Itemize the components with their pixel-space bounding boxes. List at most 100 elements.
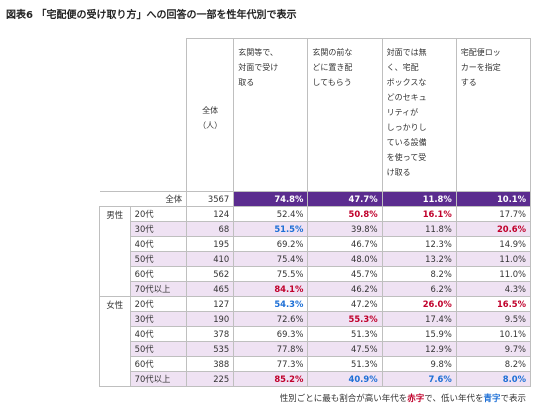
value-cell: 11.0% (455, 266, 532, 282)
value-cell: 51.5% (233, 221, 309, 237)
column-header-line: 宅配便ロッ (460, 48, 501, 57)
value-cell: 9.7% (455, 341, 532, 357)
column-header-line: け取る (386, 168, 411, 177)
respondent-count: 68 (186, 221, 235, 237)
table-row: 50代 535 77.8% 47.5% 12.9% 9.7% (100, 341, 532, 357)
age-label: 30代 (129, 311, 188, 327)
column-header-line: （人） (198, 121, 223, 130)
overall-value: 47.7% (307, 191, 383, 207)
column-header-line: ボックスな (386, 78, 427, 87)
age-label: 30代 (129, 221, 188, 237)
value-cell: 14.9% (455, 236, 532, 252)
footnote-text: 性別ごとに最も割合が高い年代を (279, 394, 408, 404)
value-cell: 6.2% (381, 281, 457, 297)
respondent-count: 410 (186, 251, 235, 267)
table-row: 30代 68 51.5% 39.8% 11.8% 20.6% (100, 221, 532, 237)
column-header-line: リティが (386, 108, 419, 117)
age-label: 70代以上 (129, 371, 188, 387)
value-cell: 4.3% (455, 281, 532, 297)
respondent-count: 535 (186, 341, 235, 357)
value-cell: 84.1% (233, 281, 309, 297)
value-cell: 51.3% (307, 326, 383, 342)
table-row: 50代 410 75.4% 48.0% 13.2% 11.0% (100, 251, 532, 267)
value-cell: 12.9% (381, 341, 457, 357)
footnote-text: で表示 (500, 394, 526, 404)
age-label: 60代 (129, 266, 188, 282)
column-header-line: 対面では無 (386, 48, 427, 57)
value-cell: 20.6% (455, 221, 532, 237)
value-cell: 17.4% (381, 311, 457, 327)
respondent-count: 195 (186, 236, 235, 252)
value-cell: 50.8% (307, 206, 383, 222)
value-cell: 46.2% (307, 281, 383, 297)
value-cell: 39.8% (307, 221, 383, 237)
age-label: 60代 (129, 356, 188, 372)
respondent-count: 378 (186, 326, 235, 342)
respondent-count: 124 (186, 206, 235, 222)
value-cell: 9.5% (455, 311, 532, 327)
age-label: 20代 (129, 296, 188, 312)
age-label: 50代 (129, 251, 188, 267)
value-cell: 8.2% (455, 356, 532, 372)
value-cell: 9.8% (381, 356, 457, 372)
group-label: 男性 (99, 206, 131, 297)
value-cell: 16.5% (455, 296, 532, 312)
age-label: 70代以上 (129, 281, 188, 297)
column-header-line: 玄関の前な (312, 48, 353, 57)
value-cell: 7.6% (381, 371, 457, 387)
value-cell: 12.3% (381, 236, 457, 252)
respondent-count: 465 (186, 281, 235, 297)
figure-title: 図表6 「宅配便の受け取り方」への回答の一部を性年代別で表示 (6, 10, 297, 21)
overall-value: 11.8% (381, 191, 457, 207)
footnote-blue-label: 青字 (483, 394, 501, 404)
value-cell: 11.0% (455, 251, 532, 267)
overall-value: 74.8% (233, 191, 309, 207)
table-row: 女性 20代 127 54.3% 47.2% 26.0% 16.5% (99, 296, 532, 387)
value-cell: 75.4% (233, 251, 309, 267)
overall-count: 3567 (186, 191, 235, 207)
value-cell: 8.2% (381, 266, 457, 282)
respondent-count: 127 (186, 296, 235, 312)
table-row: 60代 562 75.5% 45.7% 8.2% 11.0% (100, 266, 532, 282)
value-cell: 40.9% (307, 371, 383, 387)
respondent-count: 562 (186, 266, 235, 282)
value-cell: 17.7% (455, 206, 532, 222)
footnote-red-label: 赤字 (407, 394, 425, 404)
value-cell: 75.5% (233, 266, 309, 282)
respondent-count: 388 (186, 356, 235, 372)
column-header-line: どに置き配 (312, 63, 353, 72)
value-cell: 77.3% (233, 356, 309, 372)
column-header-line: する (460, 78, 477, 87)
table-row: 30代 190 72.6% 55.3% 17.4% 9.5% (100, 311, 532, 327)
column-header-line: ている設備 (386, 138, 427, 147)
footnote: 性別ごとに最も割合が高い年代を赤字で、低い年代を青字で表示 (280, 392, 526, 404)
column-header: 宅配便ロッ カーを指定 する (455, 38, 532, 192)
column-header: 対面では無 く、宅配 ボックスな どのセキュ リティが しっかりし ている設備 を使って受 け取… (381, 38, 457, 192)
age-label: 50代 (129, 341, 188, 357)
value-cell: 47.5% (307, 341, 383, 357)
column-header: 玄関の前な どに置き配 してもらう (307, 38, 383, 192)
value-cell: 11.8% (381, 221, 457, 237)
column-header: 全体 （人） (186, 38, 235, 192)
value-cell: 47.2% (307, 296, 383, 312)
column-header-line: どのセキュ (386, 93, 427, 102)
results-table: 全体 （人） 玄関等で、 対面で受け 取る 玄関の前な どに置き配 してもらう 対面では無… (99, 38, 532, 387)
header-spacer (99, 38, 188, 192)
value-cell: 55.3% (307, 311, 383, 327)
overall-row: 全体 3567 74.8% 47.7% 11.8% 10.1% (99, 191, 532, 207)
table-row: 70代以上 465 84.1% 46.2% 6.2% 4.3% (100, 281, 532, 297)
respondent-count: 190 (186, 311, 235, 327)
value-cell: 45.7% (307, 266, 383, 282)
group-label: 女性 (99, 296, 131, 387)
value-cell: 52.4% (233, 206, 309, 222)
value-cell: 54.3% (233, 296, 309, 312)
value-cell: 72.6% (233, 311, 309, 327)
value-cell: 69.3% (233, 326, 309, 342)
value-cell: 51.3% (307, 356, 383, 372)
table-row: 70代以上 225 85.2% 40.9% 7.6% 8.0% (100, 371, 532, 387)
value-cell: 46.7% (307, 236, 383, 252)
value-cell: 8.0% (455, 371, 532, 387)
value-cell: 15.9% (381, 326, 457, 342)
table-row: 40代 195 69.2% 46.7% 12.3% 14.9% (100, 236, 532, 252)
overall-label: 全体 (99, 191, 188, 207)
